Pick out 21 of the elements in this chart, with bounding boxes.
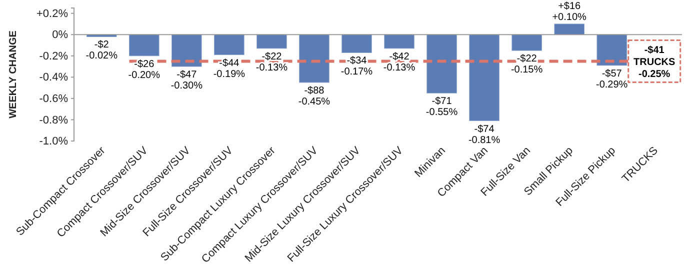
- data-label: -$42 -0.13%: [383, 51, 416, 74]
- y-axis-title: WEEKLY CHANGE: [8, 30, 19, 118]
- data-label: -$47 -0.30%: [170, 70, 203, 92]
- ref-line-label: -$41 TRUCKS -0.25%: [634, 44, 676, 80]
- data-label: -$2 -0.02%: [86, 40, 118, 62]
- data-label: -$88 -0.45%: [298, 85, 330, 108]
- y-tick-label: -0.8%: [39, 114, 68, 126]
- data-label: -$34 -0.17%: [340, 56, 373, 78]
- y-tick-label: -0.4%: [39, 72, 68, 84]
- data-label: -$71 -0.55%: [426, 96, 458, 118]
- data-label: -$44 -0.19%: [213, 58, 246, 80]
- data-label: +$16 +0.10%: [552, 0, 587, 23]
- data-label: -$57 -0.29%: [596, 68, 628, 90]
- y-tick-label: +0.2%: [36, 8, 68, 20]
- y-tick-label: -1.0%: [39, 136, 68, 148]
- data-label: -$22 -0.13%: [256, 51, 288, 74]
- y-tick-label: 0%: [52, 29, 68, 42]
- data-label: -$74 -0.81%: [468, 124, 500, 146]
- y-tick-label: -0.2%: [39, 50, 68, 62]
- y-tick-label: -0.6%: [39, 92, 68, 105]
- data-label: -$22 -0.15%: [510, 54, 543, 76]
